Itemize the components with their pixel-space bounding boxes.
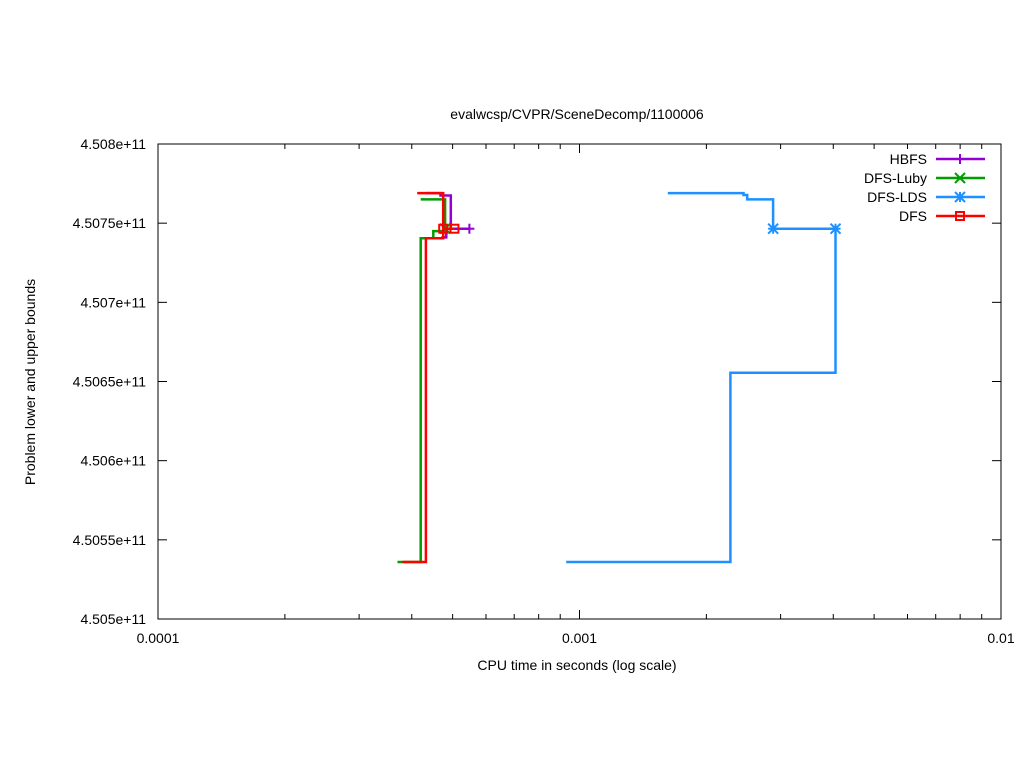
series-point-marker bbox=[438, 223, 449, 234]
chart-title: evalwcsp/CVPR/SceneDecomp/1100006 bbox=[450, 106, 704, 122]
series-lower-bound-line bbox=[566, 228, 837, 564]
legend-marker bbox=[955, 154, 965, 164]
legend-entry: DFS bbox=[899, 208, 985, 224]
legend-marker bbox=[954, 172, 966, 184]
series-dfs bbox=[402, 191, 460, 564]
legend-label: HBFS bbox=[890, 151, 927, 167]
y-tick-label: 4.508e+11 bbox=[80, 136, 146, 152]
series-dfs-luby bbox=[397, 198, 451, 564]
legend-marker bbox=[954, 191, 966, 203]
legend-label: DFS-Luby bbox=[864, 170, 927, 186]
series-lower-bound-line bbox=[402, 228, 445, 564]
y-tick-label: 4.507e+11 bbox=[80, 294, 146, 310]
series-point-marker bbox=[767, 223, 779, 235]
legend-entry: DFS-Luby bbox=[864, 170, 985, 186]
x-tick-label: 0.0001 bbox=[137, 630, 180, 646]
series-lower-bound-line bbox=[397, 228, 447, 564]
series-upper-bound-line bbox=[420, 198, 447, 229]
y-tick-label: 4.506e+11 bbox=[80, 453, 146, 469]
y-axis-label: Problem lower and upper bounds bbox=[22, 279, 38, 485]
legend: HBFS DFS-Luby DFS-LDS DFS bbox=[864, 151, 985, 224]
y-tick-label: 4.5065e+11 bbox=[73, 374, 147, 390]
x-axis-label: CPU time in seconds (log scale) bbox=[477, 657, 676, 673]
series-dfs-lds bbox=[566, 191, 842, 564]
series-layer bbox=[397, 191, 842, 564]
series-point-marker bbox=[829, 223, 842, 235]
axis-ticks: 4.505e+11 4.5055e+11 4.506e+11 4.5065e+11 4.… bbox=[73, 136, 1015, 646]
legend-label: DFS-LDS bbox=[867, 189, 927, 205]
series-point-marker bbox=[464, 223, 475, 234]
y-tick-label: 4.505e+11 bbox=[80, 611, 146, 627]
x-tick-label: 0.01 bbox=[987, 630, 1014, 646]
legend-marker bbox=[955, 211, 965, 221]
series-upper-bound-line bbox=[417, 191, 455, 230]
x-tick-label: 0.001 bbox=[562, 630, 597, 646]
legend-entry: DFS-LDS bbox=[867, 189, 985, 205]
y-tick-label: 4.5075e+11 bbox=[73, 215, 147, 231]
series-upper-bound-line bbox=[667, 191, 836, 230]
legend-label: DFS bbox=[899, 208, 927, 224]
series-point-marker bbox=[449, 223, 460, 234]
y-tick-label: 4.5055e+11 bbox=[73, 532, 147, 548]
legend-entry: HBFS bbox=[890, 151, 985, 167]
plot-frame bbox=[157, 143, 1002, 620]
